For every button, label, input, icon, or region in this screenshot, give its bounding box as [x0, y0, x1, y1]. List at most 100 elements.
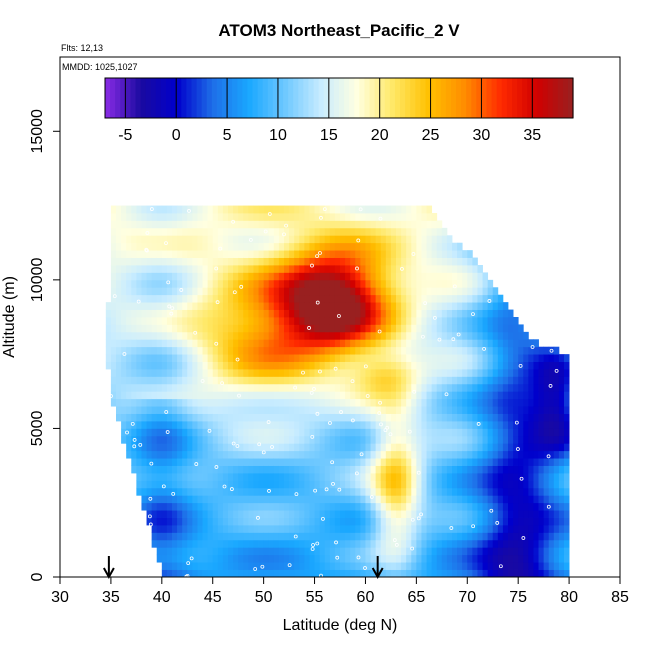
- heatmap-cell: [126, 279, 132, 288]
- heatmap-cell: [462, 250, 468, 258]
- heatmap-cell: [538, 487, 545, 496]
- heatmap-cell: [340, 413, 346, 422]
- heatmap-cell: [319, 265, 326, 273]
- heatmap-cell: [385, 495, 392, 504]
- sample-point: [257, 442, 262, 447]
- heatmap-cell: [258, 346, 265, 355]
- colorbar-segment: [369, 78, 376, 118]
- heatmap-cell: [355, 428, 361, 437]
- heatmap-cell: [177, 547, 183, 556]
- heatmap-cell: [365, 309, 371, 318]
- heatmap-cell: [329, 331, 336, 340]
- heatmap-cell: [355, 376, 361, 385]
- heatmap-cell: [436, 413, 443, 422]
- heatmap-cell: [166, 487, 173, 496]
- heatmap-cell: [289, 272, 295, 281]
- heatmap-cell: [319, 428, 326, 437]
- heatmap-cell: [324, 361, 331, 370]
- heatmap-cell: [222, 361, 229, 370]
- heatmap-cell: [365, 480, 371, 489]
- heatmap-cell: [416, 465, 422, 474]
- heatmap-cell: [431, 406, 438, 414]
- heatmap-cell: [166, 465, 173, 474]
- heatmap-cell: [309, 309, 315, 318]
- heatmap-cell: [518, 502, 524, 511]
- heatmap-cell: [324, 354, 331, 362]
- heatmap-cell: [233, 294, 239, 303]
- heatmap-cell: [518, 421, 524, 429]
- heatmap-cell: [329, 435, 336, 444]
- heatmap-cell: [273, 369, 280, 377]
- heatmap-cell: [370, 391, 377, 400]
- heatmap-cell: [355, 346, 361, 355]
- heatmap-cell: [487, 361, 494, 370]
- heatmap-cell: [161, 220, 168, 229]
- heatmap-cell: [273, 443, 280, 452]
- heatmap-cell: [263, 279, 270, 288]
- heatmap-cell: [487, 376, 494, 385]
- heatmap-cell: [166, 302, 173, 310]
- heatmap-cell: [121, 250, 127, 258]
- heatmap-cell: [161, 465, 168, 474]
- heatmap-cell: [263, 450, 270, 459]
- heatmap-cell: [131, 406, 137, 414]
- heatmap-cell: [182, 339, 188, 348]
- heatmap-cell: [212, 317, 219, 325]
- heatmap-cell: [289, 517, 295, 526]
- heatmap-cell: [497, 346, 504, 355]
- heatmap-cell: [421, 287, 427, 296]
- heatmap-cell: [411, 227, 417, 236]
- heatmap-cell: [187, 539, 193, 548]
- sample-point: [282, 232, 286, 237]
- sample-point: [358, 207, 363, 212]
- heatmap-cell: [472, 302, 478, 310]
- heatmap-cell: [156, 257, 163, 266]
- heatmap-cell: [299, 287, 305, 296]
- heatmap-cell: [197, 309, 203, 318]
- heatmap-cell: [492, 450, 499, 459]
- heatmap-cell: [416, 391, 422, 400]
- heatmap-cell: [324, 443, 331, 452]
- heatmap-cell: [233, 376, 239, 385]
- heatmap-cell: [538, 480, 545, 489]
- heatmap-cell: [172, 235, 178, 244]
- heatmap-cell: [548, 495, 555, 504]
- heatmap-cell: [355, 317, 361, 325]
- heatmap-cell: [421, 413, 427, 422]
- heatmap-cell: [278, 458, 285, 466]
- heatmap-cell: [253, 361, 259, 370]
- heatmap-cell: [523, 406, 529, 414]
- heatmap-cell: [146, 220, 153, 229]
- heatmap-cell: [151, 227, 158, 236]
- colorbar-segment: [227, 78, 233, 118]
- heatmap-cell: [508, 465, 514, 474]
- heatmap-cell: [116, 250, 122, 258]
- heatmap-cell: [217, 346, 224, 355]
- heatmap-cell: [416, 242, 422, 251]
- heatmap-cell: [350, 458, 356, 466]
- heatmap-cell: [467, 376, 473, 385]
- heatmap-cell: [324, 317, 331, 325]
- heatmap-cell: [238, 250, 244, 258]
- heatmap-cell: [553, 465, 560, 474]
- heatmap-cell: [431, 525, 438, 533]
- heatmap-cell: [289, 265, 295, 273]
- colorbar-segment: [374, 78, 381, 118]
- heatmap-cell: [564, 450, 570, 459]
- heatmap-cell: [268, 302, 275, 310]
- heatmap-cell: [487, 435, 494, 444]
- heatmap-cell: [314, 265, 321, 273]
- heatmap-cell: [161, 376, 168, 385]
- heatmap-cell: [350, 272, 356, 281]
- heatmap-cell: [528, 539, 534, 548]
- sample-point: [270, 445, 274, 449]
- heatmap-cell: [472, 443, 478, 452]
- heatmap-cell: [278, 413, 285, 422]
- heatmap-cell: [197, 376, 203, 385]
- x-tick-label: 65: [407, 589, 425, 606]
- heatmap-cell: [136, 391, 142, 400]
- heatmap-cell: [187, 235, 193, 244]
- colorbar-segment: [430, 78, 437, 118]
- heatmap-cell: [212, 279, 219, 288]
- heatmap-cell: [294, 376, 300, 385]
